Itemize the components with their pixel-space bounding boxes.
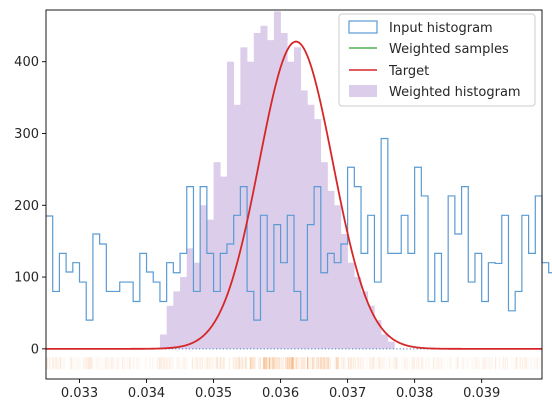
weighted-histogram-bar <box>273 11 281 349</box>
weighted-histogram-bar <box>361 291 369 349</box>
x-tick-label: 0.037 <box>329 386 366 401</box>
weighted-histogram-bar <box>206 219 214 349</box>
weighted-histogram-bar <box>200 205 208 349</box>
weighted-histogram-bar <box>387 341 395 349</box>
weighted-histogram-bar <box>300 90 308 349</box>
weighted-histogram-bar <box>340 233 348 349</box>
legend-swatch-weighted-histogram <box>349 85 377 97</box>
weighted-histogram-bar <box>173 291 181 349</box>
weighted-histogram-bar <box>253 32 261 349</box>
x-tick-label: 0.033 <box>61 386 98 401</box>
weighted-histogram-bar <box>280 32 288 349</box>
axes <box>45 9 543 380</box>
input-histogram-step <box>46 137 552 321</box>
weighted-histogram-bar <box>193 262 201 349</box>
plot-frame <box>45 9 543 380</box>
legend-label-target: Target <box>388 64 429 79</box>
input-histogram-outline <box>46 137 552 321</box>
weighted-histogram-bar <box>347 262 355 349</box>
legend-label-input-histogram: Input histogram <box>389 21 493 36</box>
weighted-histogram-bar <box>226 61 234 349</box>
weighted-histogram-bar <box>381 334 389 349</box>
weighted-histogram-bar <box>314 119 322 349</box>
x-axis-ticks: 0.033 0.034 0.035 0.036 0.037 0.038 0.039 <box>61 379 500 401</box>
y-tick-label: 0 <box>31 342 39 357</box>
weighted-histogram-bar <box>159 334 167 349</box>
x-tick-label: 0.039 <box>463 386 500 401</box>
x-tick-label: 0.036 <box>262 386 299 401</box>
legend-swatch-input-histogram <box>348 20 378 34</box>
weighted-histogram-bar <box>294 47 302 349</box>
x-tick-label: 0.034 <box>128 386 165 401</box>
legend: Input histogram Weighted samples Target … <box>338 13 536 107</box>
y-tick-label: 300 <box>14 127 39 142</box>
weighted-histogram-bar <box>367 305 375 349</box>
weighted-histogram-bar <box>287 61 295 349</box>
weighted-histogram-bar <box>213 162 221 349</box>
weighted-histogram-bar <box>180 277 188 349</box>
weighted-histogram-bar <box>354 277 362 349</box>
y-axis-ticks: 0 100 200 300 400 <box>14 55 46 357</box>
weighted-histogram-bar <box>233 104 241 349</box>
target-line <box>46 40 542 350</box>
weighted-histogram-bar <box>186 248 194 349</box>
weighted-histogram-bar <box>307 104 315 349</box>
weighted-histogram-bar <box>166 305 174 349</box>
weighted-samples-rug <box>45 357 542 370</box>
x-tick-label: 0.035 <box>195 386 232 401</box>
weighted-histogram-bar <box>374 320 382 349</box>
y-tick-label: 100 <box>14 271 39 286</box>
y-tick-label: 200 <box>14 199 39 214</box>
target-curve <box>46 40 542 350</box>
weighted-histogram-bar <box>320 162 328 349</box>
weighted-histogram-bar <box>334 205 342 349</box>
weighted-histogram-bar <box>267 40 275 349</box>
weighted-histogram-bar <box>240 47 248 349</box>
legend-frame <box>338 13 536 107</box>
y-tick-label: 400 <box>14 55 39 70</box>
weighted-histogram-bar <box>327 190 335 349</box>
weighted-histogram-bar <box>260 25 268 349</box>
x-tick-label: 0.038 <box>396 386 433 401</box>
weighted-histogram-bar <box>220 176 228 349</box>
legend-label-weighted-samples: Weighted samples <box>389 42 509 57</box>
legend-label-weighted-histogram: Weighted histogram <box>389 85 521 100</box>
